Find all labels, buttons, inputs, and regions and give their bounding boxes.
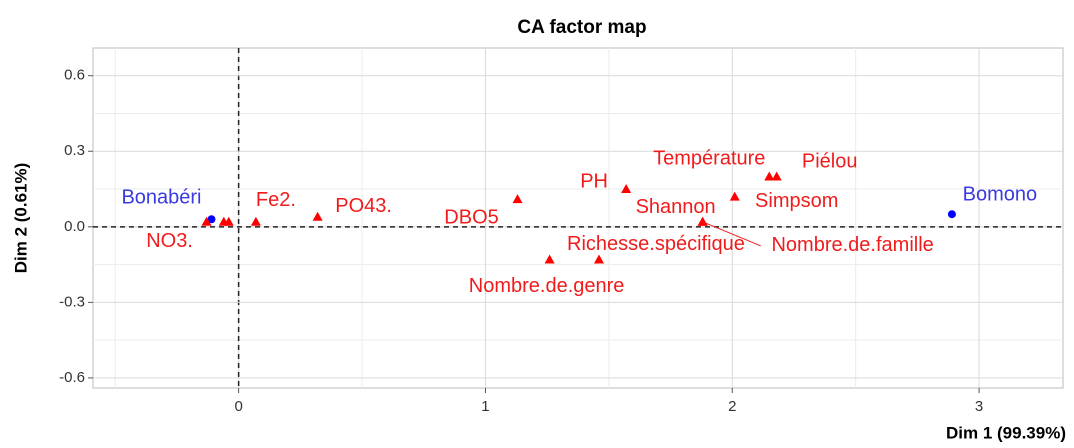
point [512, 194, 523, 204]
point-label: Température [653, 148, 765, 170]
chart-title: CA factor map [517, 17, 646, 38]
y-tick-label: 0.6 [64, 67, 85, 84]
point [771, 171, 782, 181]
y-tick-label: 0.3 [64, 142, 85, 159]
y-axis-title: Dim 2 (0.61%) [11, 163, 30, 274]
point [207, 215, 216, 224]
point-label: NO3. [146, 230, 193, 252]
y-tick-label: 0.0 [64, 218, 85, 235]
point [201, 216, 212, 226]
point [947, 210, 956, 219]
point [764, 171, 775, 181]
plot-area [92, 47, 1064, 389]
point [312, 211, 323, 221]
point-label: Nombre.de.famille [771, 234, 933, 256]
point-label: Fe2. [256, 189, 296, 211]
point [593, 254, 604, 264]
point-label: Piélou [802, 151, 858, 173]
point [621, 184, 632, 194]
point-label: Richesse.spécifique [567, 233, 745, 255]
x-tick-label: 0 [234, 398, 242, 415]
point-label: Bonabéri [121, 187, 201, 209]
x-tick-label: 3 [975, 398, 983, 415]
x-axis-title: Dim 1 (99.39%) [946, 423, 1066, 442]
point-label: Nombre.de.genre [469, 275, 625, 297]
x-tick-label: 1 [481, 398, 489, 415]
y-tick-label: -0.3 [59, 293, 85, 310]
point-label: Bomono [963, 184, 1038, 206]
point-label: DBO5 [444, 206, 498, 228]
y-tick-label: -0.6 [59, 369, 85, 386]
point-label: Shannon [636, 196, 716, 218]
point-label: Simpsom [755, 190, 838, 212]
point [697, 216, 708, 226]
point [544, 254, 555, 264]
point-label: PH [580, 170, 608, 192]
x-tick-label: 2 [728, 398, 736, 415]
point-label: PO43. [335, 195, 392, 217]
leader-line [702, 221, 761, 247]
point [223, 216, 234, 226]
point [250, 216, 261, 226]
point [729, 191, 740, 201]
